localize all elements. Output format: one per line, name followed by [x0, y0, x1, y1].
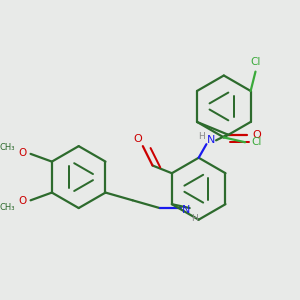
Text: N: N [182, 205, 190, 215]
Text: O: O [19, 148, 27, 158]
Text: N: N [207, 135, 215, 145]
Text: Cl: Cl [251, 137, 262, 147]
Text: H: H [191, 214, 198, 223]
Text: O: O [252, 130, 261, 140]
Text: O: O [19, 196, 27, 206]
Text: O: O [134, 134, 142, 144]
Text: H: H [198, 132, 205, 141]
Text: CH₃: CH₃ [0, 202, 15, 211]
Text: CH₃: CH₃ [0, 142, 15, 152]
Text: Cl: Cl [250, 57, 261, 67]
